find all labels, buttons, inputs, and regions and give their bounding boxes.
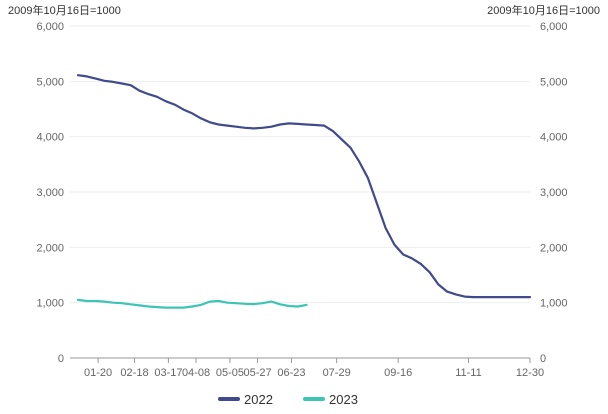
legend[interactable]: 2022 2023 [218, 392, 358, 407]
series-line-2022 [76, 74, 532, 299]
y-tick-label-right: 0 [540, 353, 546, 365]
y-tick-label-right: 2,000 [540, 242, 568, 254]
x-tick-label: 09-16 [384, 367, 412, 379]
y-tick-label-right: 6,000 [540, 21, 568, 33]
x-tick-label: 01-20 [84, 367, 112, 379]
x-tick-label: 07-29 [323, 367, 351, 379]
x-tick-label: 11-11 [455, 367, 482, 379]
y-tick-label-left: 1,000 [36, 298, 64, 310]
x-axis: 01-20 02-18 03-17 04-08 05-05 05-27 06-23 07-29… [84, 358, 544, 379]
y-tick-label-left: 3,000 [36, 187, 64, 199]
legend-label-2022[interactable]: 2022 [244, 392, 273, 407]
right-y-axis: 0 1,000 2,000 3,000 4,000 5,000 6,000 [540, 21, 568, 365]
x-tick-label: 02-18 [120, 367, 148, 379]
gridlines [70, 25, 530, 359]
x-tick-label: 03-17 [154, 367, 182, 379]
x-tick-label: 12-30 [516, 367, 544, 379]
x-tick-label: 05-05 [216, 367, 244, 379]
x-tick-label: 05-27 [243, 367, 271, 379]
x-tick-label: 06-23 [277, 367, 305, 379]
y-tick-label-right: 1,000 [540, 298, 568, 310]
right-axis-unit: 2009年10月16日=1000 [487, 3, 600, 17]
x-tick-label: 04-08 [182, 367, 210, 379]
y-tick-label-left: 6,000 [36, 21, 64, 33]
y-tick-label-left: 4,000 [36, 132, 64, 144]
y-tick-label-left: 0 [58, 353, 64, 365]
legend-swatch-2023[interactable] [303, 397, 325, 401]
legend-swatch-2022[interactable] [218, 397, 240, 401]
left-y-axis: 0 1,000 2,000 3,000 4,000 5,000 6,000 [36, 21, 64, 365]
legend-label-2023[interactable]: 2023 [329, 392, 358, 407]
y-tick-label-left: 2,000 [36, 242, 64, 254]
y-tick-label-left: 5,000 [36, 76, 64, 88]
plot-area [76, 74, 532, 309]
y-tick-label-right: 5,000 [540, 76, 568, 88]
y-tick-label-right: 4,000 [540, 132, 568, 144]
y-tick-label-right: 3,000 [540, 187, 568, 199]
series-line-2023 [76, 298, 308, 309]
left-axis-unit: 2009年10月16日=1000 [8, 3, 121, 17]
